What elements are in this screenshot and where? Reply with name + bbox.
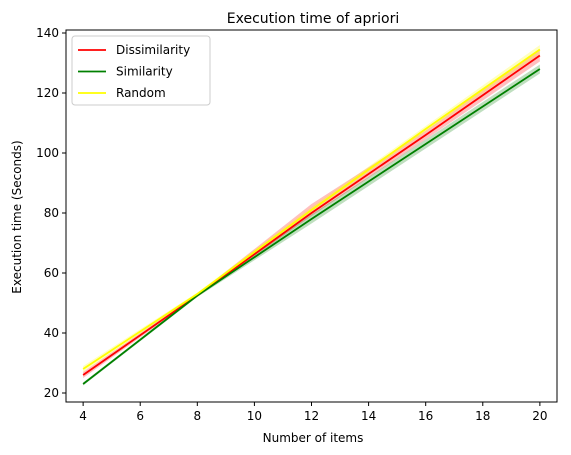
x-tick-label: 10 xyxy=(247,409,262,423)
legend-label-1: Similarity xyxy=(116,65,173,79)
x-tick-label: 18 xyxy=(475,409,490,423)
series-line-2 xyxy=(82,48,541,370)
x-tick-label: 20 xyxy=(532,409,547,423)
x-tick-label: 16 xyxy=(418,409,433,423)
series-line-1 xyxy=(82,68,541,385)
legend-box xyxy=(71,35,211,106)
y-tick-label: 140 xyxy=(36,26,59,40)
series-line-0 xyxy=(82,54,541,376)
x-tick-label: 8 xyxy=(193,409,201,423)
y-tick-label: 100 xyxy=(36,146,59,160)
y-axis-ticks: 20 40 60 80 100 120 140 xyxy=(36,26,66,400)
y-tick-label: 80 xyxy=(44,206,59,220)
x-tick-label: 6 xyxy=(136,409,144,423)
x-tick-label: 12 xyxy=(304,409,319,423)
y-tick-label: 60 xyxy=(44,266,59,280)
y-tick-label: 120 xyxy=(36,86,59,100)
chart-title: Execution time of apriori xyxy=(227,11,400,27)
confidence-band-1 xyxy=(83,64,540,386)
confidence-band-2 xyxy=(83,45,540,372)
series-lines xyxy=(82,48,541,385)
x-axis-title: Number of items xyxy=(263,431,364,445)
legend-label-2: Random xyxy=(116,86,166,100)
x-tick-label: 4 xyxy=(79,409,87,423)
y-axis-title: Execution time (Seconds) xyxy=(10,140,24,293)
legend: Dissimilarity Similarity Random xyxy=(71,35,211,106)
x-axis-ticks: 4 6 8 10 12 14 16 18 20 xyxy=(79,402,548,423)
y-tick-label: 20 xyxy=(44,386,59,400)
legend-label-0: Dissimilarity xyxy=(116,43,190,57)
y-tick-label: 40 xyxy=(44,326,59,340)
x-tick-label: 14 xyxy=(361,409,376,423)
